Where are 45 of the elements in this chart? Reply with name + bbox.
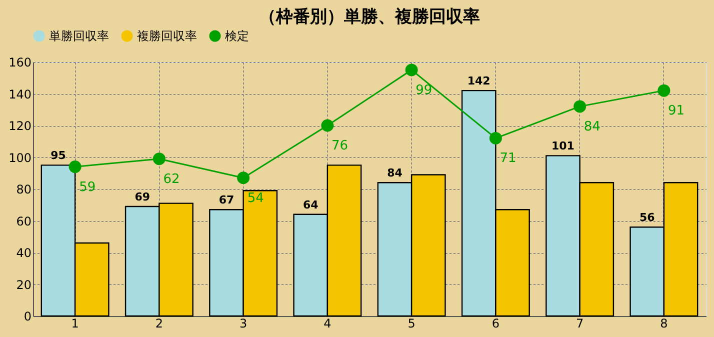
x-tick-label: 6 <box>492 316 500 330</box>
legend-label: 検定 <box>225 29 249 43</box>
point <box>152 152 166 166</box>
data-label: 69 <box>134 190 150 204</box>
data-label: 64 <box>302 198 319 212</box>
annotation: 59 <box>79 180 96 195</box>
x-tick-label: 4 <box>324 316 332 330</box>
point <box>489 132 502 144</box>
x-tick-label: 5 <box>408 316 416 330</box>
y-tick-label: 40 <box>16 246 32 260</box>
x-tick-label: 1 <box>71 316 79 330</box>
chart-title: （枠番別）単勝、複勝回収率 <box>259 7 480 27</box>
y-tick-label: 120 <box>8 119 32 133</box>
data-label: 95 <box>50 149 66 162</box>
point <box>321 119 334 132</box>
y-tick-label: 20 <box>16 278 32 292</box>
y-tick-label: 0 <box>24 310 32 324</box>
point <box>237 172 250 184</box>
data-label: 84 <box>387 166 403 180</box>
annotation: 71 <box>500 151 516 166</box>
legend-label: 複勝回収率 <box>137 29 197 43</box>
x-tick-label: 2 <box>155 316 164 330</box>
data-label: 101 <box>552 140 574 153</box>
annotation: 62 <box>163 172 180 187</box>
x-tick-label: 7 <box>576 316 584 330</box>
annotation: 76 <box>331 138 348 154</box>
y-tick-label: 140 <box>8 87 32 102</box>
y-tick-label: 100 <box>8 150 32 165</box>
x-tick-label: 3 <box>239 316 248 330</box>
data-label: 67 <box>218 194 234 207</box>
legend-label: 単勝回収率 <box>49 29 109 43</box>
data-label: 56 <box>639 211 656 224</box>
y-tick-label: 80 <box>16 182 32 196</box>
annotation: 84 <box>584 119 600 134</box>
annotation: 54 <box>247 190 264 206</box>
point <box>574 100 586 113</box>
y-tick-label: 160 <box>8 56 32 70</box>
data-label: 142 <box>467 74 490 88</box>
point <box>68 160 82 174</box>
point <box>658 84 670 97</box>
annotation: 99 <box>416 82 432 98</box>
point <box>405 64 418 76</box>
y-tick-label: 60 <box>16 214 32 228</box>
x-tick-label: 8 <box>660 316 668 330</box>
annotation: 91 <box>668 104 684 119</box>
